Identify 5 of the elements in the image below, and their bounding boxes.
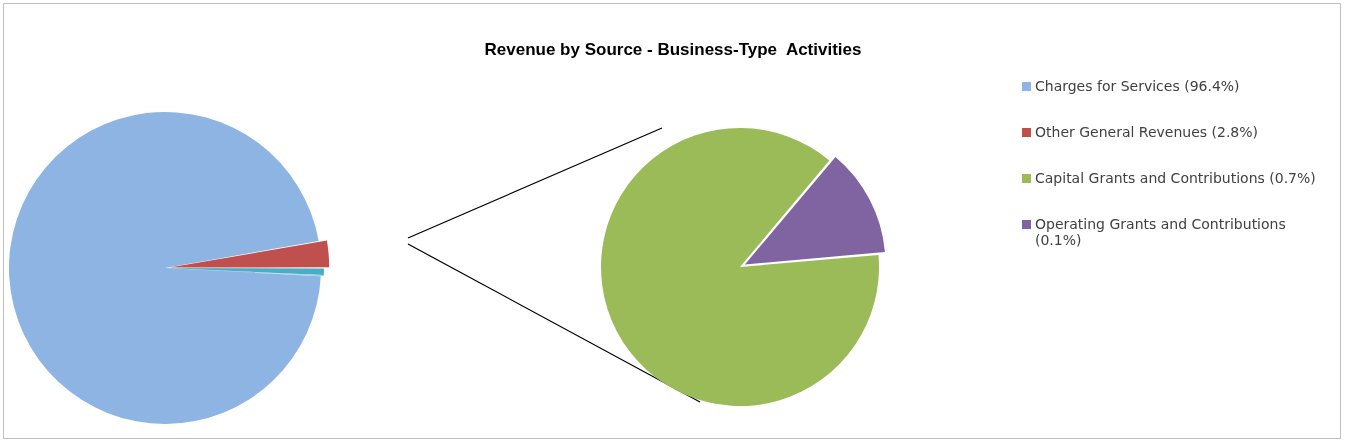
legend-label: Capital Grants and Contributions (0.7%) <box>1035 170 1316 186</box>
legend-label: Other General Revenues (2.8%) <box>1035 124 1259 140</box>
legend-label: Charges for Services (96.4%) <box>1035 78 1240 94</box>
legend-label: Operating Grants and Contributions (0.1%) <box>1035 216 1287 248</box>
chart-title: Revenue by Source - Business-Type Activities <box>483 40 863 60</box>
